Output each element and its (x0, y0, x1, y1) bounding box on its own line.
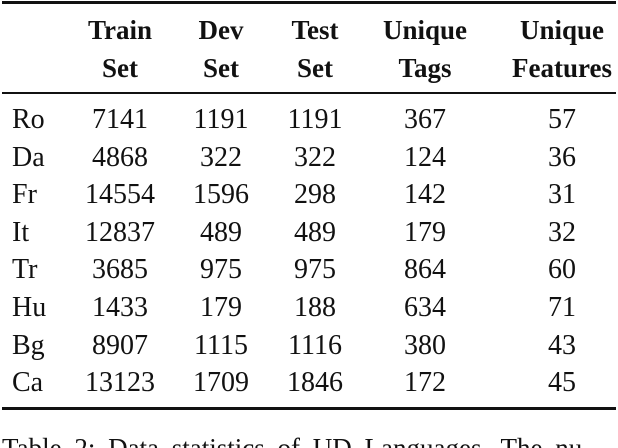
table-cell: 1191 (287, 104, 343, 135)
table-cell: 380 (404, 329, 446, 361)
table-cell: 975 (200, 254, 242, 286)
row-label: Ro (12, 104, 45, 135)
table-cell: 1116 (288, 329, 342, 361)
table-cell: 1433 (92, 292, 148, 323)
header-cell: Tags (398, 53, 452, 83)
table-cell: 12837 (85, 216, 155, 248)
row-label: Tr (12, 254, 38, 286)
table-cell: 14554 (85, 179, 155, 211)
bottom-rule (2, 407, 616, 410)
header-cell: Train (87, 15, 153, 45)
header-cell: Features (512, 53, 612, 83)
caption: Table 2: Data statistics of UD Languages… (2, 433, 583, 448)
table-cell: 7141 (92, 104, 148, 135)
header-cell: Dev (198, 15, 244, 45)
row-label: Ca (12, 367, 44, 399)
header-cell: Set (102, 53, 138, 83)
table-cell: 43 (548, 329, 576, 361)
row-label: Bg (12, 329, 45, 361)
table-cell: 1596 (193, 179, 249, 211)
table-cell: 975 (294, 254, 336, 286)
table-cell: 298 (294, 179, 336, 211)
table-cell: 1709 (193, 367, 249, 399)
table-cell: 1191 (193, 104, 249, 135)
table-cell: 489 (200, 216, 242, 248)
header-cell: Test (291, 15, 339, 45)
table-cell: 36 (548, 141, 576, 173)
table-cell: 172 (404, 367, 446, 399)
row-label: Hu (12, 292, 47, 323)
table-cell: 188 (294, 292, 336, 323)
table-cell: 1846 (287, 367, 343, 399)
header-cell: Set (203, 53, 239, 83)
table-cell: 8907 (92, 329, 148, 361)
table-cell: 322 (294, 141, 336, 173)
table-cell: 31 (548, 179, 576, 211)
table-cell: 322 (200, 141, 242, 173)
table-cell: 45 (548, 367, 576, 399)
table-cell: 13123 (85, 367, 155, 399)
table-cell: 57 (548, 104, 576, 135)
table-cell: 71 (548, 292, 576, 323)
header-cell: Unique (519, 15, 605, 45)
table-cell: 179 (404, 216, 446, 248)
table-cell: 179 (200, 292, 242, 323)
table-cell: 124 (404, 141, 446, 173)
top-rule (2, 1, 616, 4)
table-cell: 142 (404, 179, 446, 211)
table-cell: 60 (548, 254, 576, 286)
row-label: It (12, 216, 30, 248)
row-label: Fr (12, 179, 37, 211)
table-cell: 864 (404, 254, 446, 286)
header-cell: Set (297, 53, 333, 83)
header-cell: Unique (382, 15, 468, 45)
row-label: Da (12, 141, 45, 173)
table-cell: 367 (404, 104, 446, 135)
table-cell: 4868 (92, 141, 148, 173)
table-cell: 1115 (194, 329, 248, 361)
table-cell: 489 (294, 216, 336, 248)
table-cell: 3685 (92, 254, 148, 286)
table-cell: 634 (404, 292, 446, 323)
mid-rule (2, 92, 616, 94)
table-cell: 32 (548, 216, 576, 248)
